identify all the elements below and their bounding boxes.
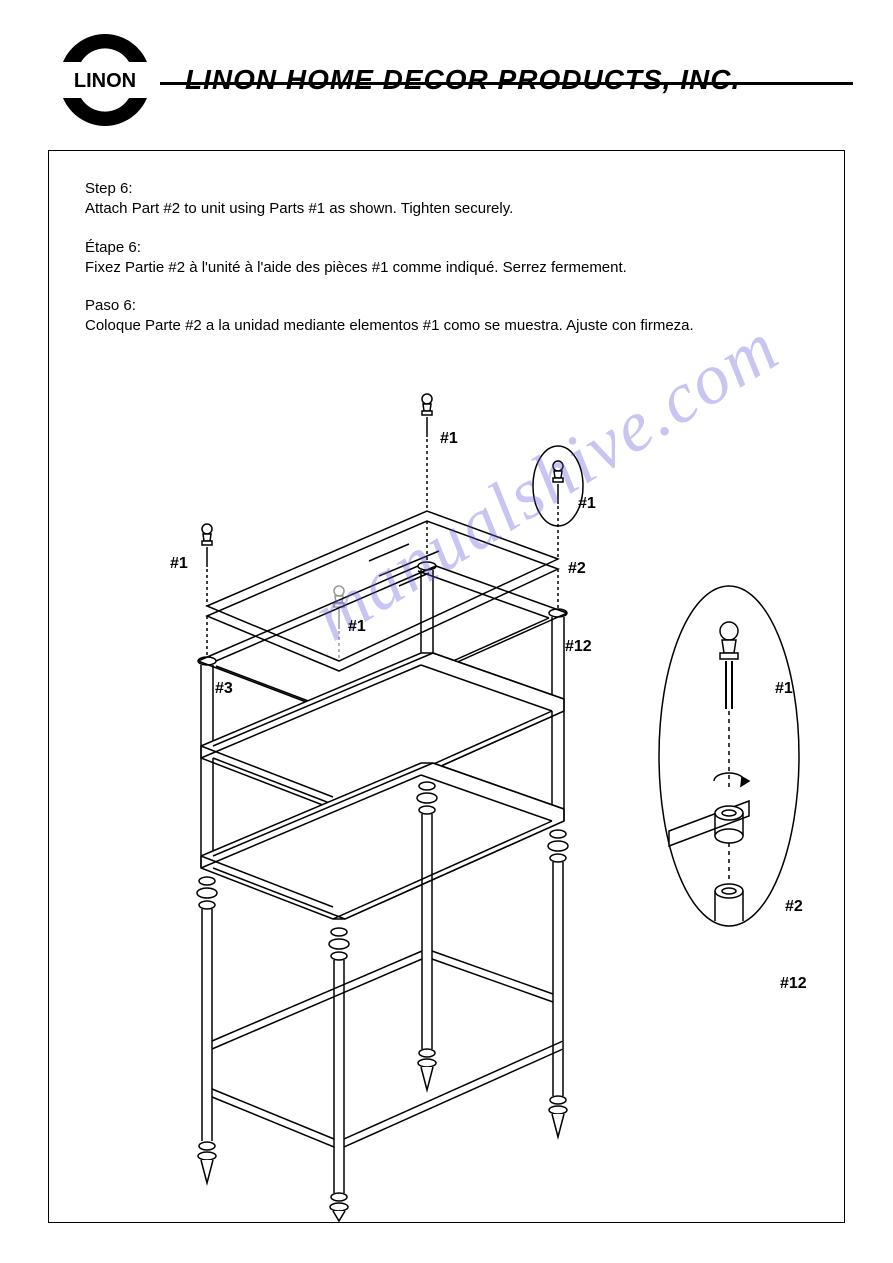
detail-label-12: #12 bbox=[780, 975, 807, 993]
header-divider bbox=[160, 82, 853, 85]
label-12: #12 bbox=[565, 638, 592, 656]
label-1b: #1 bbox=[578, 495, 596, 513]
detail-label-1: #1 bbox=[775, 680, 793, 698]
linon-logo: LINON bbox=[55, 30, 155, 130]
step-en: Step 6: Attach Part #2 to unit using Par… bbox=[85, 179, 808, 220]
label-2: #2 bbox=[568, 560, 586, 578]
step-text-fr: Fixez Partie #2 à l'unité à l'aide des p… bbox=[85, 258, 808, 278]
step-title-fr: Étape 6: bbox=[85, 238, 808, 258]
step-title-en: Step 6: bbox=[85, 179, 808, 199]
step-text-en: Attach Part #2 to unit using Parts #1 as… bbox=[85, 199, 808, 219]
detail-label-2: #2 bbox=[785, 898, 803, 916]
label-3: #3 bbox=[215, 680, 233, 698]
label-1c: #1 bbox=[170, 555, 188, 573]
diagram-svg bbox=[49, 381, 846, 1224]
content-box: Step 6: Attach Part #2 to unit using Par… bbox=[48, 150, 845, 1223]
step-es: Paso 6: Coloque Parte #2 a la unidad med… bbox=[85, 296, 808, 337]
instructions-block: Step 6: Attach Part #2 to unit using Par… bbox=[49, 151, 844, 337]
step-title-es: Paso 6: bbox=[85, 296, 808, 316]
page-header: LINON LINON HOME DECOR PRODUCTS, INC. bbox=[55, 30, 853, 130]
step-fr: Étape 6: Fixez Partie #2 à l'unité à l'a… bbox=[85, 238, 808, 279]
step-text-es: Coloque Parte #2 a la unidad mediante el… bbox=[85, 316, 808, 336]
label-1d: #1 bbox=[348, 618, 366, 636]
assembly-diagram bbox=[49, 381, 844, 1222]
label-1a: #1 bbox=[440, 430, 458, 448]
company-title: LINON HOME DECOR PRODUCTS, INC. bbox=[185, 64, 740, 96]
logo-text: LINON bbox=[74, 70, 136, 92]
